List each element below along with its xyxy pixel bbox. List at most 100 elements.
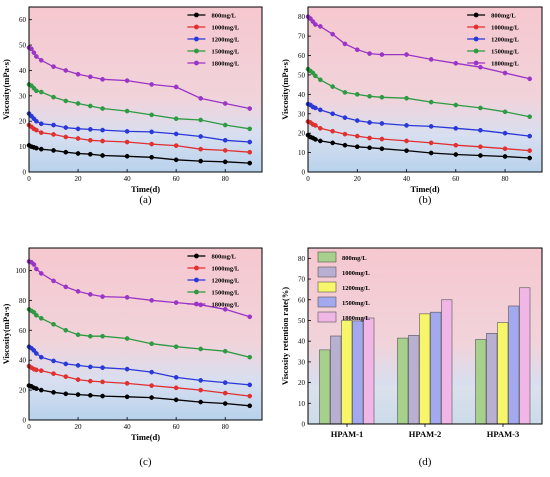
data-point [34, 118, 39, 124]
data-point [198, 96, 204, 101]
x-tick-label: 20 [75, 175, 83, 183]
legend-marker [473, 60, 479, 66]
data-point [100, 138, 105, 144]
data-point [527, 76, 533, 82]
data-point [198, 146, 204, 152]
data-point [51, 389, 56, 395]
legend-swatch [317, 266, 337, 278]
data-point [527, 148, 533, 153]
data-point [149, 154, 154, 160]
data-point [63, 327, 69, 333]
data-point [38, 146, 44, 152]
x-tick-label: 0 [27, 423, 31, 431]
data-point [51, 132, 56, 137]
data-point [428, 57, 434, 62]
legend-label: 800mg/L [491, 13, 516, 20]
data-point [222, 401, 228, 406]
data-point [51, 278, 56, 284]
x-tick-label: 80 [222, 175, 230, 183]
data-point [87, 292, 93, 297]
data-point [313, 22, 318, 27]
data-point [198, 399, 204, 405]
x-tick-label: 0 [27, 175, 31, 183]
data-point [63, 68, 69, 73]
data-point [38, 368, 44, 373]
x-tick-label: 60 [173, 423, 181, 431]
data-point [75, 136, 81, 141]
legend-marker [194, 289, 199, 295]
data-point [313, 137, 318, 142]
data-point [38, 315, 44, 321]
legend-marker [473, 12, 479, 18]
data-point [87, 103, 93, 109]
y-tick-label: 60 [298, 296, 306, 304]
data-point [502, 154, 508, 159]
data-point [404, 123, 409, 128]
x-tick-label: 60 [173, 175, 181, 183]
data-point [75, 377, 81, 382]
data-point [149, 129, 154, 135]
data-point [100, 365, 105, 371]
data-point [124, 394, 130, 400]
data-point [367, 93, 372, 99]
data-point [51, 321, 56, 327]
legend-label: 1200mg/L [211, 278, 239, 285]
data-point [38, 354, 44, 360]
data-point [342, 131, 348, 137]
y-tick-label: 0 [23, 169, 27, 177]
data-point [75, 126, 81, 132]
data-point [247, 393, 253, 399]
data-point [63, 98, 69, 104]
data-point [330, 140, 335, 146]
data-point [63, 391, 69, 397]
data-point [478, 127, 483, 133]
data-point [478, 64, 483, 70]
bar [330, 335, 342, 425]
legend-marker [194, 253, 199, 259]
chart-panel-2: 0 10 20 30 40 50 60 70 80 0 20 40 60 80 800mg/L 1000mg/… [280, 6, 543, 206]
data-point [173, 397, 179, 403]
legend-label: 1500mg/L [491, 49, 519, 56]
data-point [404, 148, 409, 153]
data-point [124, 78, 130, 83]
data-point [34, 266, 39, 272]
data-point [87, 151, 93, 157]
y-tick-label: 60 [298, 52, 306, 60]
legend-label: 1000mg/L [491, 25, 519, 32]
data-point [38, 121, 44, 127]
data-point [38, 130, 44, 136]
chart-panel-3: 0 20 40 60 80 100 0 20 40 60 80 800mg/L 1000mg/L 1200… [1, 247, 263, 468]
plot-background [29, 7, 262, 172]
legend-marker [194, 12, 199, 18]
data-point [34, 88, 39, 94]
data-point [124, 129, 130, 134]
x-tick-label: 40 [403, 175, 411, 183]
data-point [38, 387, 44, 393]
data-point [317, 77, 323, 83]
legend-label: 1000mg/L [342, 270, 370, 277]
panel-label: (a) [139, 194, 152, 206]
data-point [149, 112, 154, 118]
data-point [87, 392, 93, 398]
data-point [428, 124, 434, 129]
data-point [222, 306, 228, 312]
legend-label: 1800mg/L [491, 61, 519, 68]
legend-marker [194, 301, 199, 307]
data-point [428, 140, 434, 146]
plot-background [29, 248, 262, 420]
y-tick-label: 20 [19, 118, 27, 126]
y-tick-label: 50 [19, 42, 27, 50]
data-point [404, 52, 409, 57]
bar [341, 320, 353, 425]
data-point [367, 51, 372, 56]
data-point [75, 332, 81, 338]
panel-label: (c) [139, 456, 152, 468]
data-point [75, 363, 81, 368]
y-tick-label: 20 [298, 130, 306, 138]
data-point [379, 94, 385, 100]
data-point [222, 348, 228, 354]
data-point [173, 344, 179, 350]
bar [441, 299, 453, 425]
data-point [330, 111, 335, 117]
